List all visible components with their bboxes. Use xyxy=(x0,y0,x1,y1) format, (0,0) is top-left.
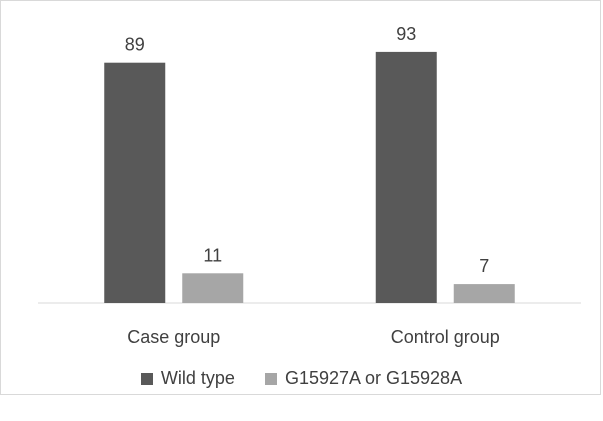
x-tick-labels-layer: Case group Control group xyxy=(127,327,500,347)
bars-layer xyxy=(104,51,515,304)
legend-item-wild-type: Wild type xyxy=(140,368,235,389)
x-tick-label-control-group: Control group xyxy=(391,327,500,347)
legend-label-wild-type: Wild type xyxy=(160,368,235,388)
legend-swatch-wild-type xyxy=(140,372,153,385)
legend-swatch-mutant xyxy=(264,372,277,385)
bar-chart: 89 11 93 7 Case group Control group xyxy=(38,24,581,347)
chart-frame: 89 11 93 7 Case group Control group xyxy=(0,0,601,395)
bar-control-group-series-1 xyxy=(453,284,515,303)
data-label-control-group-series-0: 93 xyxy=(396,24,416,44)
legend-item-mutant: G15927A or G15928A xyxy=(264,368,463,389)
bar-case-group-series-1 xyxy=(182,273,244,303)
x-tick-label-case-group: Case group xyxy=(127,327,220,347)
data-label-case-group-series-0: 89 xyxy=(125,35,145,55)
data-label-control-group-series-1: 7 xyxy=(479,256,489,276)
bar-control-group-series-0 xyxy=(375,51,437,304)
data-labels-layer: 89 11 93 7 xyxy=(125,24,490,276)
legend: Wild type G15927A or G15928A xyxy=(0,368,603,389)
data-label-case-group-series-1: 11 xyxy=(203,245,222,265)
legend-label-mutant: G15927A or G15928A xyxy=(284,368,463,388)
bar-case-group-series-0 xyxy=(104,62,166,304)
